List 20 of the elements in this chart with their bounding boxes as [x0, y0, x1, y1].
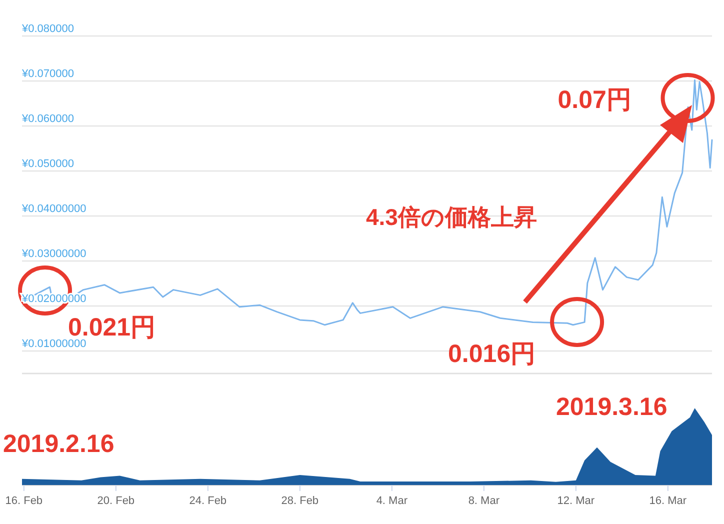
x-tick-label: 16. Feb [5, 495, 43, 507]
x-tick-label: 12. Mar [557, 495, 595, 507]
y-tick-label: ¥0.03000000 [21, 248, 86, 260]
annotation: 4.3倍の価格上昇 [366, 204, 537, 230]
y-tick-label: ¥0.01000000 [21, 338, 86, 350]
y-tick-label: ¥0.070000 [21, 68, 74, 80]
y-tick-label: ¥0.060000 [21, 113, 74, 125]
x-tick-label: 24. Feb [189, 495, 227, 507]
annotation: 2019.3.16 [556, 393, 668, 421]
y-tick-label: ¥0.080000 [21, 23, 74, 35]
x-tick-label: 4. Mar [376, 495, 408, 507]
annotation: 0.07円 [558, 86, 632, 114]
annotation: 0.016円 [448, 340, 536, 368]
annotation: 2019.2.16 [3, 430, 114, 458]
x-tick-label: 20. Feb [97, 495, 135, 507]
x-tick-label: 28. Feb [281, 495, 319, 507]
x-tick-label: 16. Mar [649, 495, 687, 507]
y-tick-label: ¥0.04000000 [21, 203, 86, 215]
y-tick-label: ¥0.050000 [21, 158, 74, 170]
x-tick-label: 8. Mar [468, 495, 500, 507]
